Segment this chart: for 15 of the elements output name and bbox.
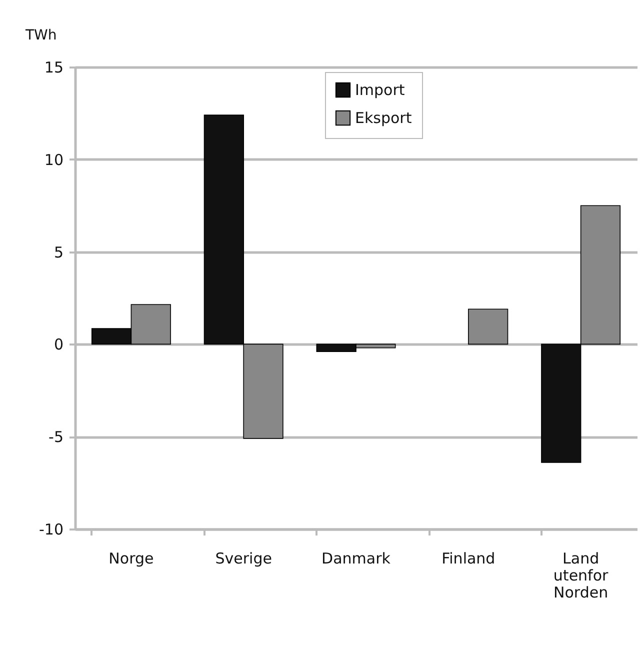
x-tick-label: Sverige: [215, 550, 272, 568]
x-tick-label: Land utenfor Norden: [553, 550, 610, 602]
y-tick-label: 5: [54, 243, 64, 262]
legend-label: Eksport: [355, 109, 412, 127]
x-tick-label: Finland: [442, 550, 496, 568]
y-tick-label: 0: [54, 336, 64, 354]
y-tick-label: 15: [44, 58, 64, 76]
y-axis-title: TWh: [24, 28, 57, 44]
x-tick-label: Norge: [108, 550, 154, 568]
y-tick-label: -10: [39, 520, 64, 538]
y-tick-label: -5: [48, 428, 64, 446]
legend-label: Import: [355, 81, 405, 99]
y-tick-label: 10: [44, 150, 64, 169]
x-tick-label: Danmark: [322, 550, 391, 568]
bar: [468, 308, 508, 345]
